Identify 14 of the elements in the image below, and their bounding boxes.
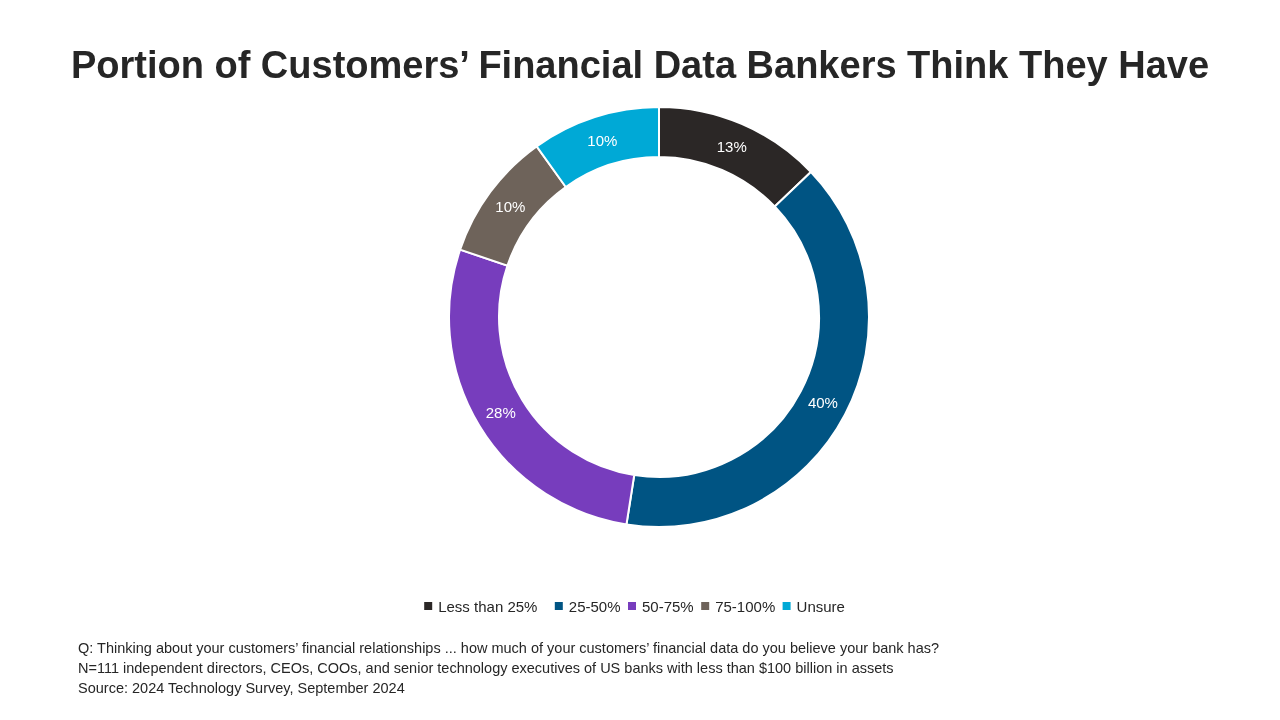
- legend-label: 25-50%: [568, 598, 621, 615]
- data-label: 28%: [485, 403, 516, 421]
- text: N=111 independent directors, CEOs, COOs, and senior technology executives of US banks with less than $100 billion in assets: [78, 660, 894, 676]
- data-label: 40%: [807, 393, 838, 411]
- data-label: 13%: [716, 137, 747, 155]
- data-label: 10%: [495, 197, 526, 215]
- legend-label: Unsure: [796, 598, 845, 615]
- legend-label: 50-75%: [642, 598, 694, 615]
- legend-label: 75-100%: [715, 598, 776, 615]
- chart-title: Portion of Customers’ Financial Data Bankers Think They Have: [70, 44, 1210, 86]
- legend-label: Less than 25%: [438, 598, 538, 615]
- data-label: 10%: [587, 131, 618, 149]
- source-note: Source: 2024 Technology Survey, September 2024: [78, 680, 405, 696]
- text: Q: Thinking about your customers’ financial relationships ... how much of your customers’ financial data do you believe your bank has?: [78, 640, 940, 656]
